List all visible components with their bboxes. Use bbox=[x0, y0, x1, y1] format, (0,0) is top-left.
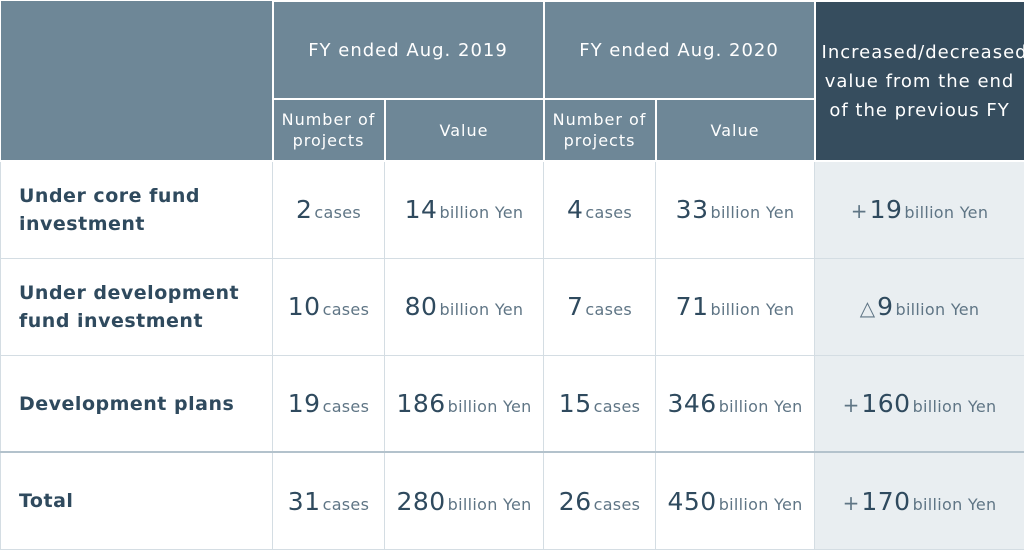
header-fy2019: FY ended Aug. 2019 bbox=[271, 0, 545, 101]
fy2019-cases-cell: 19 cases bbox=[272, 354, 385, 453]
fy2019-value-cell: 280 billion Yen bbox=[383, 451, 545, 550]
value-unit: billion Yen bbox=[718, 397, 803, 417]
fy2019-cases-cell: 10 cases bbox=[272, 257, 385, 356]
fy2019-cases-number: 2 bbox=[295, 195, 313, 225]
fy2019-value-cell: 80 billion Yen bbox=[383, 257, 545, 356]
fy2019-cases-cell: 31 cases bbox=[272, 451, 385, 550]
change-cell: +170 billion Yen bbox=[814, 451, 1024, 550]
fy2020-value-number: 33 bbox=[675, 195, 709, 225]
value-unit: billion Yen bbox=[710, 300, 795, 320]
cases-unit: cases bbox=[314, 203, 362, 223]
cases-unit: cases bbox=[585, 203, 633, 223]
change-number: 170 bbox=[861, 486, 911, 516]
table-row: Under core fund investment 2 cases 14 bill… bbox=[0, 160, 1024, 259]
header-fy2020: FY ended Aug. 2020 bbox=[542, 0, 816, 101]
header-fy2020-value: Value bbox=[654, 98, 816, 163]
value-unit: billion Yen bbox=[447, 397, 532, 417]
total-row: Total 31 cases 280 billion Yen 26 cases 450… bbox=[0, 451, 1024, 550]
fy2019-value-number: 80 bbox=[404, 292, 438, 322]
header-change: Increased/decreased value from the end o… bbox=[813, 0, 1024, 163]
row-label: Total bbox=[0, 451, 273, 550]
fy2020-value-number: 71 bbox=[675, 292, 709, 322]
fy2019-cases-number: 19 bbox=[287, 389, 321, 419]
fy2020-cases-number: 7 bbox=[567, 292, 584, 322]
value-unit: billion Yen bbox=[904, 203, 989, 223]
value-unit: billion Yen bbox=[439, 203, 524, 223]
fy2020-cases-number: 4 bbox=[567, 195, 584, 225]
fy2020-cases-cell: 15 cases bbox=[543, 354, 657, 453]
fy2020-value-cell: 450 billion Yen bbox=[655, 451, 816, 550]
fy2020-cases-number: 15 bbox=[558, 389, 592, 419]
row-label: Under core fund investment bbox=[0, 160, 273, 259]
change-sign: + bbox=[842, 393, 860, 418]
change-cell: +19 billion Yen bbox=[814, 160, 1024, 259]
header-row-sub: Number of projects Value Number of proje… bbox=[1, 98, 1024, 163]
value-unit: billion Yen bbox=[912, 494, 997, 514]
fy2020-value-number: 450 bbox=[667, 486, 717, 516]
fy2020-value-cell: 71 billion Yen bbox=[655, 257, 816, 356]
row-label: Development plans bbox=[0, 354, 273, 453]
row-label: Under development fund investment bbox=[0, 257, 273, 356]
change-cell: △9 billion Yen bbox=[814, 257, 1024, 356]
cases-unit: cases bbox=[593, 397, 641, 417]
change-cell: +160 billion Yen bbox=[814, 354, 1024, 453]
change-number: 19 bbox=[869, 195, 903, 225]
table-row: Development plans 19 cases 186 billion Yen… bbox=[0, 354, 1024, 453]
table-row: Under development fund investment 10 case… bbox=[0, 257, 1024, 356]
header-fy2019-value: Value bbox=[383, 98, 545, 163]
change-number: 9 bbox=[877, 292, 894, 322]
cases-unit: cases bbox=[322, 494, 370, 514]
cases-unit: cases bbox=[593, 494, 641, 514]
fy2019-cases-cell: 2 cases bbox=[272, 160, 385, 259]
change-sign: + bbox=[842, 490, 860, 515]
change-sign: △ bbox=[859, 296, 876, 321]
fy2020-cases-number: 26 bbox=[558, 486, 592, 516]
change-sign: + bbox=[850, 199, 868, 224]
header-fy2019-num-projects: Number of projects bbox=[271, 98, 386, 163]
header-fy2020-num-projects: Number of projects bbox=[542, 98, 657, 163]
value-unit: billion Yen bbox=[447, 494, 532, 514]
header-row-top: FY ended Aug. 2019 FY ended Aug. 2020 In… bbox=[0, 0, 1024, 163]
value-unit: billion Yen bbox=[895, 300, 980, 320]
fy2019-value-number: 280 bbox=[396, 486, 446, 516]
change-number: 160 bbox=[861, 389, 911, 419]
fy2020-cases-cell: 7 cases bbox=[543, 257, 657, 356]
value-unit: billion Yen bbox=[912, 397, 997, 417]
value-unit: billion Yen bbox=[710, 203, 795, 223]
header-corner bbox=[0, 1, 274, 163]
fy2020-value-cell: 33 billion Yen bbox=[655, 160, 816, 259]
fy2019-value-cell: 14 billion Yen bbox=[383, 160, 545, 259]
value-unit: billion Yen bbox=[718, 494, 803, 514]
fy2019-value-number: 186 bbox=[396, 389, 446, 419]
cases-unit: cases bbox=[585, 300, 633, 320]
value-unit: billion Yen bbox=[439, 300, 524, 320]
cases-unit: cases bbox=[322, 397, 370, 417]
fy2020-cases-cell: 26 cases bbox=[543, 451, 657, 550]
fy2019-value-cell: 186 billion Yen bbox=[383, 354, 545, 453]
fy2019-cases-number: 31 bbox=[287, 486, 321, 516]
fy2020-value-cell: 346 billion Yen bbox=[655, 354, 816, 453]
fy2020-value-number: 346 bbox=[667, 389, 717, 419]
fy2019-value-number: 14 bbox=[404, 195, 438, 225]
fy2019-cases-number: 10 bbox=[287, 292, 321, 322]
fy2020-cases-cell: 4 cases bbox=[543, 160, 657, 259]
cases-unit: cases bbox=[322, 300, 370, 320]
